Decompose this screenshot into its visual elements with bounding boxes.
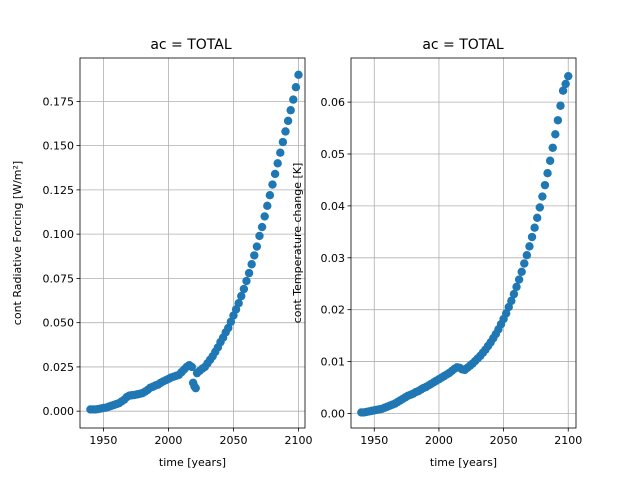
right-data-point xyxy=(509,289,519,299)
right-data-point xyxy=(512,282,521,292)
left-data-point xyxy=(239,284,249,294)
right-axes-frame xyxy=(350,57,577,429)
left-data-point xyxy=(257,222,267,232)
right-subplot: ac = TOTAL 1950 2000 2050 2100 0.00 0.01 0.02 0… xyxy=(291,37,582,469)
right-data-point xyxy=(551,130,560,139)
left-data-point xyxy=(191,383,200,393)
left-y-tick-label: 0.025 xyxy=(43,361,75,374)
right-x-tick-label: 2000 xyxy=(425,434,453,447)
right-x-tick-label: 2100 xyxy=(554,434,582,447)
left-data-point xyxy=(234,298,243,308)
left-y-tick-label: 0.150 xyxy=(43,140,75,153)
right-data-point xyxy=(543,169,552,178)
right-data-point xyxy=(556,101,565,110)
left-data-point xyxy=(252,242,262,251)
right-data-point xyxy=(527,232,537,242)
right-data-point xyxy=(533,213,542,223)
left-x-tick-label: 2100 xyxy=(284,434,312,447)
right-data-point xyxy=(545,156,555,165)
right-y-tick-label: 0.02 xyxy=(321,304,346,317)
left-data-point xyxy=(276,148,285,157)
left-data-point xyxy=(255,231,264,241)
right-data-point xyxy=(558,86,568,95)
right-x-tick-label: 1950 xyxy=(360,434,388,447)
left-y-tick-label: 0.050 xyxy=(43,317,75,330)
right-y-tick-label: 0.04 xyxy=(321,200,346,213)
right-y-axis-label: cont Temperature change [K] xyxy=(291,163,304,324)
left-data-point xyxy=(244,268,254,278)
right-data-point xyxy=(561,79,570,89)
left-data-point xyxy=(273,159,282,168)
left-y-tick-label: 0.075 xyxy=(43,272,75,285)
left-x-tick-label: 2050 xyxy=(219,434,247,447)
right-y-tick-label: 0.01 xyxy=(321,356,346,369)
left-data-point xyxy=(260,212,269,221)
right-data-point xyxy=(553,116,563,125)
left-data-point xyxy=(242,276,251,286)
right-data-point xyxy=(514,275,524,284)
left-data-point xyxy=(270,169,280,179)
right-data-point xyxy=(535,203,544,212)
right-x-tick-label: 2050 xyxy=(490,434,518,447)
left-y-tick-label: 0.175 xyxy=(43,95,75,108)
left-data-point xyxy=(283,116,293,126)
right-y-tick-label: 0.06 xyxy=(321,96,346,109)
left-y-axis-label: cont Radiative Forcing [W/m²] xyxy=(11,161,24,325)
right-y-tick-label: 0.00 xyxy=(321,407,346,420)
left-data-point xyxy=(187,362,197,372)
left-x-tick-label: 2000 xyxy=(154,434,182,447)
right-chart-title: ac = TOTAL xyxy=(422,37,504,53)
right-data-point xyxy=(540,180,550,190)
right-data-point xyxy=(538,192,547,201)
right-data-point xyxy=(548,143,557,152)
right-x-axis-label: time [years] xyxy=(430,456,497,469)
left-data-point xyxy=(281,127,290,136)
left-y-tick-label: 0.125 xyxy=(43,184,75,197)
right-data-point xyxy=(564,71,573,81)
left-data-point xyxy=(286,106,295,115)
right-data-point xyxy=(517,267,526,277)
right-data-point xyxy=(530,223,539,232)
left-data-point xyxy=(291,83,301,92)
left-subplot: ac = TOTAL 1950 2000 2050 2100 0.000 0.025 0.0… xyxy=(11,37,312,469)
left-data-point xyxy=(265,191,275,200)
right-data-point xyxy=(507,296,516,306)
left-data-point xyxy=(278,137,288,147)
left-data-point xyxy=(247,260,256,269)
right-y-tick-label: 0.05 xyxy=(321,148,346,161)
right-data-point xyxy=(522,250,532,260)
left-y-tick-label: 0.100 xyxy=(43,228,75,241)
left-data-point xyxy=(250,251,259,260)
left-x-tick-label: 1950 xyxy=(89,434,117,447)
left-chart-title: ac = TOTAL xyxy=(150,37,232,53)
left-x-axis-label: time [years] xyxy=(159,456,226,469)
left-data-point xyxy=(237,291,246,301)
left-axes-frame xyxy=(79,57,306,429)
left-y-tick-label: 0.000 xyxy=(43,405,75,418)
left-data-point xyxy=(289,95,298,104)
right-data-point xyxy=(520,259,529,268)
left-data-point xyxy=(263,201,272,211)
right-y-tick-label: 0.03 xyxy=(321,252,346,265)
left-data-point xyxy=(268,180,277,189)
right-data-point xyxy=(525,242,534,251)
left-data-point xyxy=(294,70,303,80)
